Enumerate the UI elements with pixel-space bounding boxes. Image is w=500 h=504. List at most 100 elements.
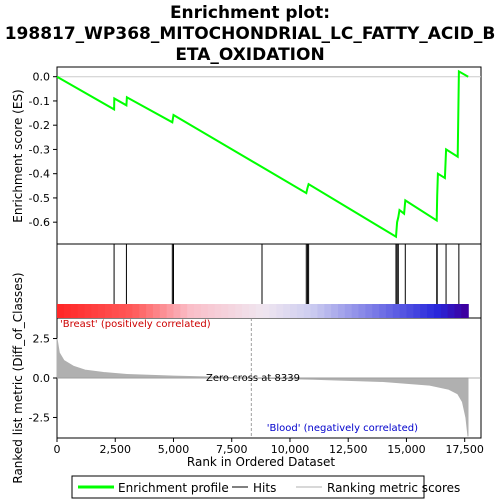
colorbar-segment xyxy=(63,304,72,318)
colorbar-segment xyxy=(159,304,168,318)
colorbar-segment xyxy=(310,304,319,318)
es-y-axis: 0.0 -0.1 -0.2 -0.3 -0.4 -0.5 -0.6 xyxy=(29,71,57,229)
colorbar-segment xyxy=(337,304,346,318)
ranking-metric-area xyxy=(56,338,469,437)
es-y-tick-label: -0.3 xyxy=(29,143,50,156)
colorbar-segment xyxy=(447,304,456,318)
colorbar-segment xyxy=(125,304,133,318)
es-panel-frame xyxy=(56,66,482,245)
colorbar-segment xyxy=(91,304,99,318)
colorbar-segment xyxy=(296,304,305,318)
colorbar-segment xyxy=(173,304,181,318)
colorbar-segment xyxy=(399,304,408,318)
positive-class-label: 'Breast' (positively correlated) xyxy=(60,319,211,330)
colorbar-segment xyxy=(228,304,236,318)
metric-series xyxy=(56,318,481,438)
colorbar-segment xyxy=(214,304,223,318)
hit-lines xyxy=(113,244,460,304)
es-y-tick-label: -0.1 xyxy=(29,95,50,108)
colorbar-segment xyxy=(324,304,332,318)
colorbar-segment xyxy=(84,304,92,318)
colorbar-segment xyxy=(111,304,120,318)
colorbar-segment xyxy=(194,304,202,318)
colorbar-segment xyxy=(180,304,188,318)
colorbar-segment xyxy=(351,304,360,318)
x-tick-label: 10,000 xyxy=(271,443,310,456)
rank-colorbar xyxy=(57,304,469,318)
metric-y-tick-label: 0.0 xyxy=(33,372,51,385)
es-y-tick-label: -0.6 xyxy=(29,216,50,229)
colorbar-segment xyxy=(413,304,421,318)
title-line-3: ETA_OXIDATION xyxy=(175,45,324,65)
colorbar-segment xyxy=(152,304,161,318)
metric-y-tick-label: -2.5 xyxy=(29,411,50,424)
x-tick-label: 12,500 xyxy=(329,443,368,456)
x-tick-label: 5,000 xyxy=(158,443,190,456)
colorbar-segment xyxy=(57,304,65,318)
colorbar-segment xyxy=(276,304,284,318)
colorbar-segment xyxy=(255,304,264,318)
x-axis-label: Rank in Ordered Dataset xyxy=(187,455,335,469)
title-line-2: 198817_WP368_MITOCHONDRIAL_LC_FATTY_ACID… xyxy=(5,24,496,44)
x-tick-label: 0 xyxy=(54,443,61,456)
colorbar-segment xyxy=(440,304,449,318)
zero-cross-label: Zero cross at 8339 xyxy=(206,373,300,384)
metric-y-tick-label: 2.5 xyxy=(33,333,51,346)
colorbar-segment xyxy=(454,304,462,318)
metric-y-axis: 2.5 0.0 -2.5 xyxy=(29,333,57,424)
es-y-tick-label: -0.2 xyxy=(29,119,50,132)
colorbar-segment xyxy=(461,304,469,318)
colorbar-segment xyxy=(317,304,325,318)
metric-y-axis-label: Ranked list metric (Diff_of_Classes) xyxy=(11,272,25,483)
colorbar-segment xyxy=(166,304,175,318)
colorbar-segment xyxy=(262,304,271,318)
colorbar-segment xyxy=(242,304,250,318)
colorbar-segment xyxy=(372,304,380,318)
colorbar-segment xyxy=(385,304,394,318)
es-y-tick-label: -0.4 xyxy=(29,168,50,181)
colorbar-segment xyxy=(104,304,113,318)
colorbar-segment xyxy=(344,304,353,318)
colorbar-segment xyxy=(427,304,435,318)
es-series xyxy=(56,69,469,239)
colorbar-segment xyxy=(392,304,401,318)
colorbar-segment xyxy=(132,304,140,318)
colorbar-segment xyxy=(248,304,257,318)
colorbar-segment xyxy=(269,304,277,318)
x-tick-label: 17,500 xyxy=(445,443,484,456)
colorbar-segment xyxy=(379,304,387,318)
colorbar-segment xyxy=(433,304,442,318)
colorbar-segment xyxy=(303,304,312,318)
x-tick-label: 2,500 xyxy=(99,443,131,456)
colorbar-segment xyxy=(200,304,209,318)
colorbar-segment xyxy=(139,304,147,318)
colorbar-segment xyxy=(420,304,428,318)
colorbar-segment xyxy=(283,304,291,318)
enrichment-profile-line xyxy=(56,69,469,239)
legend-label-enrichment: Enrichment profile xyxy=(118,481,229,495)
x-axis: 0 2,500 5,000 7,500 10,000 12,500 15,000 17,500 xyxy=(54,438,484,456)
x-tick-label: 7,500 xyxy=(216,443,248,456)
colorbar-segment xyxy=(77,304,86,318)
colorbar-segment xyxy=(70,304,79,318)
es-y-tick-label: 0.0 xyxy=(33,71,51,84)
colorbar-segment xyxy=(146,304,154,318)
colorbar-segment xyxy=(358,304,366,318)
legend-label-hits: Hits xyxy=(253,481,276,495)
colorbar-segment xyxy=(235,304,243,318)
es-y-tick-label: -0.5 xyxy=(29,192,50,205)
colorbar-segment xyxy=(365,304,373,318)
colorbar-segment xyxy=(290,304,298,318)
legend-label-metric: Ranking metric scores xyxy=(327,481,460,495)
colorbar-segment xyxy=(187,304,195,318)
colorbar-segment xyxy=(118,304,127,318)
title-line-1: Enrichment plot: xyxy=(170,3,330,23)
colorbar-segment xyxy=(331,304,339,318)
negative-class-label: 'Blood' (negatively correlated) xyxy=(267,423,418,434)
es-y-axis-label: Enrichment score (ES) xyxy=(11,89,25,222)
colorbar-segment xyxy=(406,304,414,318)
colorbar-segment xyxy=(221,304,229,318)
colorbar-segment xyxy=(98,304,106,318)
